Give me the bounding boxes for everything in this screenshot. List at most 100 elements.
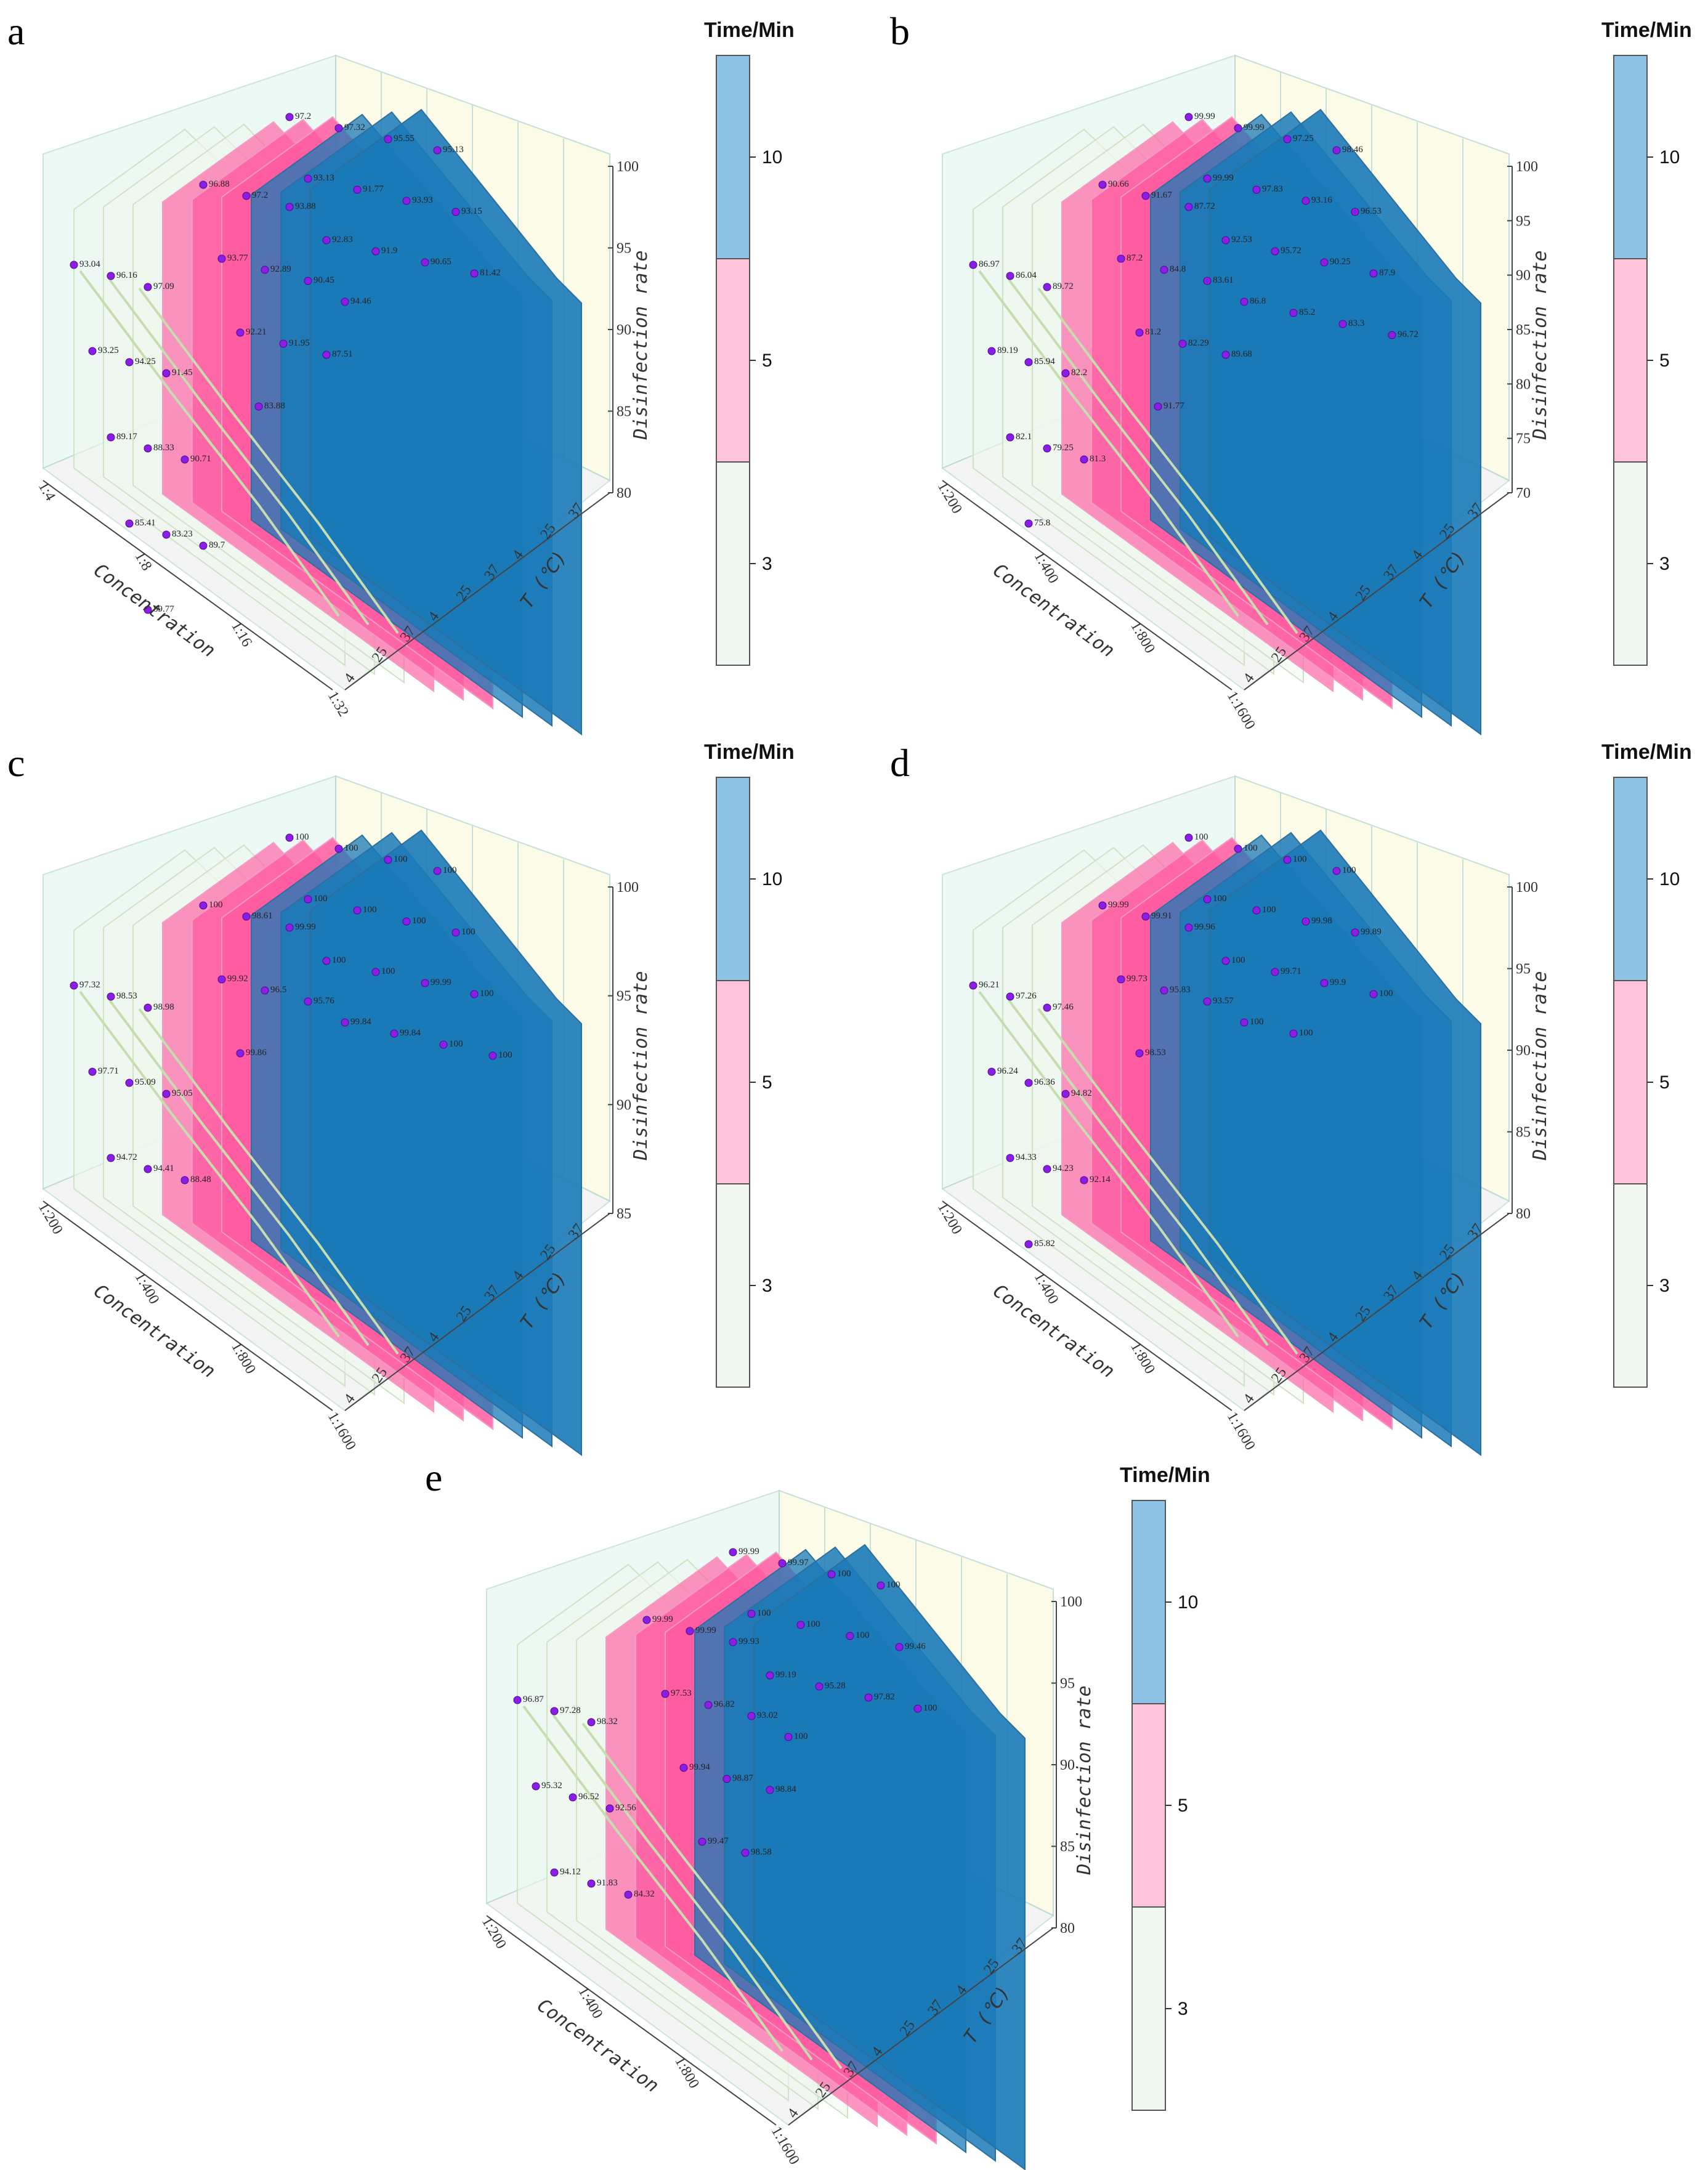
- data-point-3min: [180, 1176, 189, 1184]
- data-label-10min: 100: [1342, 865, 1356, 875]
- data-point-5min: [304, 997, 312, 1006]
- data-point-10min: [1203, 174, 1212, 183]
- data-label-5min: 98.61: [252, 911, 273, 921]
- conc-axis-line: [486, 1915, 777, 2126]
- y-tick-label: 90: [1060, 1757, 1075, 1773]
- data-label-10min: 100: [1213, 894, 1227, 904]
- data-point-10min: [876, 1581, 885, 1590]
- data-label-5min: 99.91: [1151, 911, 1172, 921]
- trace-line-3min: [138, 287, 399, 634]
- data-label-3min: 96.87: [523, 1694, 544, 1704]
- trace-line-3min: [108, 278, 370, 626]
- data-label-10min: 87.9: [1379, 268, 1395, 278]
- y-axis-title: Disinfection rate: [1074, 1685, 1095, 1875]
- data-label-3min: 91.45: [172, 368, 193, 378]
- data-point-3min: [1006, 272, 1014, 280]
- panel-a: 93.04 96.16 97.09 93.25 94.25 91.45 89.17 88.33…: [35, 54, 652, 735]
- data-point-3min: [70, 981, 78, 990]
- data-label-5min: 91.77: [1164, 401, 1184, 411]
- trace-line-3min: [978, 990, 1239, 1338]
- data-label-10min: 97.2: [295, 111, 311, 121]
- data-point-10min: [1221, 957, 1230, 965]
- data-label-5min: 99.86: [246, 1048, 267, 1058]
- data-point-3min: [969, 261, 977, 269]
- data-label-10min: 100: [1231, 955, 1245, 965]
- data-label-10min: 99.99: [1244, 123, 1265, 132]
- data-point-3min: [569, 1793, 577, 1802]
- data-label-5min: 87.2: [1127, 253, 1143, 263]
- colorbar-band-3: [1613, 461, 1648, 666]
- data-point-10min: [1221, 236, 1230, 245]
- data-point-10min: [421, 258, 429, 267]
- trace-line-3min: [1037, 1008, 1298, 1355]
- data-label-5min: 89.68: [1231, 349, 1252, 359]
- data-point-10min: [1240, 1018, 1249, 1027]
- data-label-3min: 94.33: [1016, 1152, 1037, 1162]
- data-label-10min: 100: [394, 854, 408, 864]
- data-point-3min: [587, 1879, 596, 1888]
- data-label-5min: 99.96: [1194, 922, 1215, 932]
- data-point-10min: [1252, 906, 1261, 915]
- data-label-5min: 99.94: [689, 1762, 710, 1772]
- data-point-5min: [704, 1701, 713, 1709]
- data-point-3min: [88, 1067, 97, 1076]
- data-label-3min: 79.25: [1053, 443, 1074, 453]
- data-label-3min: 86.97: [979, 259, 1000, 269]
- colorbar-band-5: [1613, 980, 1648, 1184]
- data-label-3min: 94.72: [116, 1152, 137, 1162]
- data-point-10min: [451, 928, 460, 937]
- data-point-10min: [1252, 185, 1261, 194]
- data-label-5min: 99.93: [739, 1637, 759, 1646]
- data-point-3min: [125, 519, 134, 528]
- conc-tick-label: 1:8: [131, 549, 155, 573]
- panel-c: 97.32 98.53 98.98 97.71 95.09 95.05 94.72 94.41…: [35, 775, 652, 1456]
- conc-tick-label: 1:400: [1030, 549, 1061, 586]
- data-point-5min: [199, 901, 208, 910]
- data-label-10min: 95.13: [443, 145, 464, 155]
- y-axis-title: Disinfection rate: [1529, 250, 1551, 440]
- y-tick-label: 80: [617, 485, 631, 501]
- data-label-3min: 98.32: [597, 1717, 618, 1727]
- panel-b: 86.97 86.04 89.72 89.19 85.94 82.2 82.1 79.25 81…: [934, 54, 1551, 735]
- data-label-10min: 99.97: [788, 1558, 809, 1568]
- data-label-3min: 94.23: [1053, 1164, 1074, 1173]
- data-label-10min: 85.2: [1299, 307, 1315, 317]
- data-point-5min: [242, 192, 251, 200]
- conc-tick-label: 1:200: [934, 479, 965, 516]
- data-point-10min: [304, 174, 312, 183]
- data-point-10min: [864, 1693, 873, 1702]
- panel-letter: d: [890, 741, 910, 785]
- data-point-5min: [729, 1638, 737, 1646]
- surface-sheet-10min: [1209, 829, 1481, 1456]
- data-label-5min: 93.77: [227, 253, 248, 263]
- trace-line-3min: [79, 270, 340, 617]
- data-label-10min: 99.89: [1361, 927, 1382, 937]
- data-label-3min: 89.17: [116, 432, 137, 442]
- data-point-5min: [254, 402, 263, 411]
- data-label-5min: 99.99: [295, 922, 316, 932]
- data-label-10min: 93.16: [1311, 195, 1332, 205]
- data-point-10min: [1184, 113, 1193, 121]
- trace-line-3min: [978, 270, 1239, 617]
- y-tick-label: 95: [1516, 962, 1531, 978]
- y-tick-label: 70: [1516, 485, 1531, 501]
- data-point-5min: [1117, 254, 1125, 263]
- data-point-10min: [384, 856, 392, 864]
- conc-tick-label: 1:400: [575, 1984, 605, 2021]
- colorbar-tick-label: 10: [762, 147, 782, 168]
- y-tick-label: 95: [1516, 213, 1531, 229]
- colorbar-tick-label: 3: [1659, 1276, 1670, 1296]
- data-label-10min: 93.15: [461, 206, 482, 216]
- data-label-10min: 83.3: [1348, 318, 1364, 328]
- colorbar-title: Time/Min: [1601, 18, 1692, 42]
- data-label-5min: 90.45: [314, 275, 334, 285]
- data-label-10min: 100: [1293, 854, 1307, 864]
- y-tick-label: 75: [1516, 431, 1531, 447]
- data-point-10min: [895, 1643, 904, 1651]
- conc-tick-label: 1:200: [934, 1200, 965, 1237]
- trace-line-3min: [1008, 999, 1269, 1346]
- data-point-3min: [1043, 1003, 1051, 1012]
- data-point-5min: [1117, 975, 1125, 984]
- data-point-5min: [1141, 192, 1150, 200]
- data-label-3min: 96.21: [979, 980, 1000, 990]
